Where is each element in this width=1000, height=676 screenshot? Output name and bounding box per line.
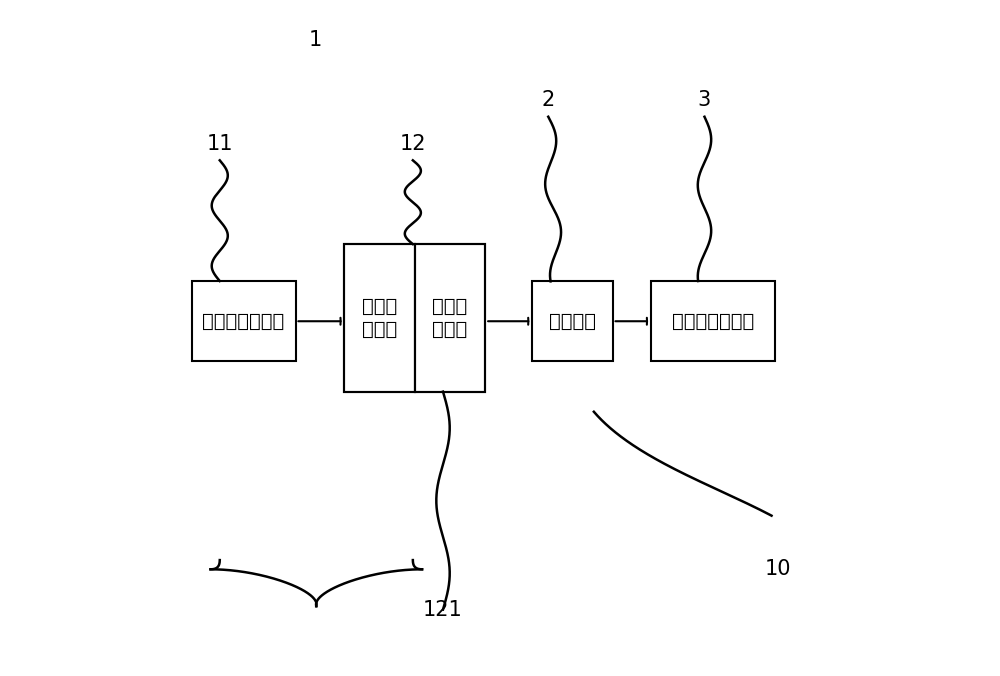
Text: 主控制器: 主控制器 [549,312,596,331]
Text: 2: 2 [542,90,555,110]
Text: 11: 11 [207,134,233,153]
Text: 1: 1 [309,30,322,49]
Text: 10: 10 [765,559,791,579]
Text: 第一植物补光灯: 第一植物补光灯 [672,312,754,331]
FancyBboxPatch shape [415,244,485,391]
FancyBboxPatch shape [344,244,415,391]
Text: 第一蓝
牙模块: 第一蓝 牙模块 [432,297,468,339]
Text: 12: 12 [400,134,426,153]
FancyBboxPatch shape [192,281,296,362]
Text: 第一微
控制器: 第一微 控制器 [362,297,397,339]
FancyBboxPatch shape [532,281,613,362]
Text: 3: 3 [698,90,711,110]
FancyBboxPatch shape [651,281,775,362]
Text: 121: 121 [423,600,463,619]
Text: 第一光照传感器: 第一光照传感器 [202,312,285,331]
